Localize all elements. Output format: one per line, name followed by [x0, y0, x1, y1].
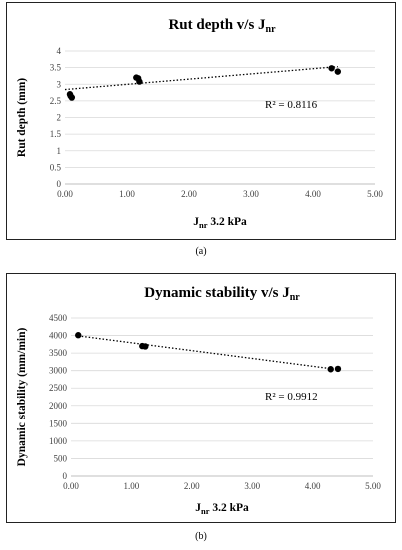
x-tick-label: 1.00 [124, 481, 140, 491]
chart-title-text: Dynamic stability v/s J [144, 285, 290, 301]
y-tick-label: 3 [57, 79, 62, 89]
dynamic-stability-chart: Dynamic stability v/s Jnr050010001500200… [16, 285, 381, 516]
x-tick-label: 0.00 [63, 481, 79, 491]
y-tick-label: 0.5 [50, 162, 62, 172]
data-point [328, 65, 335, 72]
r-squared-label: R² = 0.9912 [265, 391, 318, 403]
data-point [327, 366, 334, 373]
data-point [142, 343, 149, 350]
x-axis-label: Jnr 3.2 kPa [195, 502, 249, 516]
data-point [68, 94, 76, 101]
y-tick-label: 3.5 [50, 63, 62, 73]
chart-panel-a: Rut depth v/s Jnr 0 0.5 1 1.5 2 2.5 3 3.5 4 0.00 1.… [6, 2, 396, 240]
x-tick-label: 4.00 [305, 481, 321, 491]
x-tick-label: 2.00 [184, 481, 200, 491]
data-point [334, 365, 342, 373]
x-axis-label: Jnr 3.2 kPa [193, 216, 247, 230]
x-axis-label-main: J [195, 502, 201, 514]
trendline [78, 335, 339, 371]
x-tick-label: 4.00 [305, 189, 321, 199]
chart-title: Rut depth v/s Jnr [168, 17, 276, 35]
y-tick-label: 2000 [49, 401, 68, 411]
x-axis-label-rest: 3.2 kPa [207, 216, 247, 228]
y-tick-label: 2.5 [50, 96, 62, 106]
chart-panel-b: Dynamic stability v/s Jnr 0 500 1000 1500 200… [6, 273, 396, 523]
y-axis-label: Dynamic stability (mm/min) [16, 328, 28, 467]
data-point [136, 78, 143, 85]
x-axis-label-main: J [193, 216, 199, 228]
x-tick-label: 5.00 [367, 189, 383, 199]
y-tick-label: 0 [63, 471, 68, 481]
y-axis-label: Rut depth (mm) [16, 78, 28, 157]
caption-a: (a) [195, 246, 207, 257]
x-tick-label: 3.00 [243, 189, 259, 199]
y-tick-label: 1 [57, 146, 62, 156]
chart-title-subscript: nr [266, 24, 277, 35]
y-tick-label: 2500 [49, 383, 68, 393]
y-tick-label: 1.5 [50, 129, 62, 139]
chart-title-text: Rut depth v/s J [168, 17, 266, 33]
r-squared-label: R² = 0.8116 [265, 99, 318, 111]
y-tick-label: 4500 [49, 313, 68, 323]
y-tick-label: 4000 [49, 331, 68, 341]
x-tick-label: 1.00 [119, 189, 135, 199]
y-tick-label: 2 [57, 113, 62, 123]
y-tick-label: 4 [57, 46, 62, 56]
x-tick-label: 3.00 [244, 481, 260, 491]
data-point [334, 68, 341, 75]
y-tick-label: 1000 [49, 436, 68, 446]
y-tick-label: 3000 [49, 366, 68, 376]
trendline [64, 65, 338, 91]
caption-b: (b) [195, 531, 207, 542]
y-tick-label: 3500 [49, 348, 68, 358]
y-tick-label: 500 [54, 453, 68, 463]
x-axis-label-subscript: nr [199, 220, 208, 230]
chart-title: Dynamic stability v/s Jnr [144, 285, 300, 303]
y-tick-label: 0 [57, 179, 62, 189]
x-axis-label-rest: 3.2 kPa [209, 502, 249, 514]
x-tick-label: 2.00 [181, 189, 197, 199]
y-tick-label: 1500 [49, 418, 68, 428]
x-tick-label: 0.00 [57, 189, 73, 199]
x-axis-label-subscript: nr [201, 506, 210, 516]
data-point [75, 332, 82, 339]
chart-title-subscript: nr [290, 292, 301, 303]
x-tick-label: 5.00 [365, 481, 381, 491]
